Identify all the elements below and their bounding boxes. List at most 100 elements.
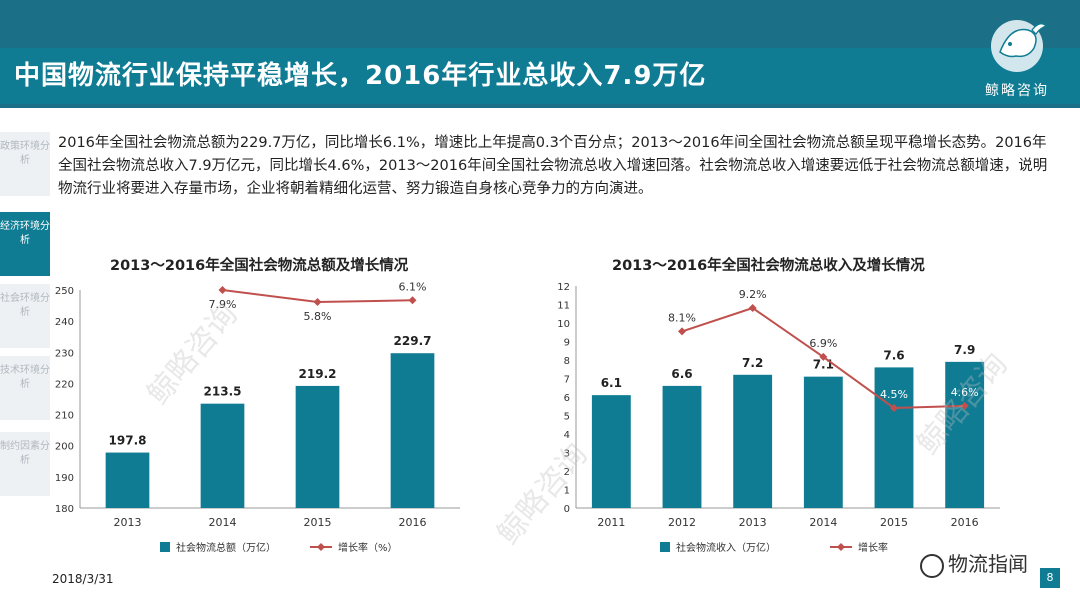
legend-label-bar: 社会物流总额（万亿）: [176, 541, 276, 554]
bar-value-label: 197.8: [109, 434, 147, 448]
growth-label: 9.2%: [739, 288, 767, 301]
growth-label: 6.1%: [399, 280, 427, 293]
chart-right-title: 2013～2016年全国社会物流总收入及增长情况: [612, 258, 925, 274]
growth-point: [890, 404, 898, 412]
brand-text: 物流指闻: [948, 552, 1028, 576]
y-tick-label: 180: [55, 504, 74, 515]
growth-point: [819, 352, 828, 361]
bar: [874, 367, 914, 508]
chart-left-title: 2013～2016年全国社会物流总额及增长情况: [110, 258, 409, 274]
y-tick-label: 0: [564, 504, 570, 515]
bar: [390, 353, 435, 508]
y-tick-label: 7: [564, 375, 570, 386]
x-tick-label: 2015: [304, 516, 332, 529]
legend-label-line: 增长率（%）: [338, 541, 398, 554]
bar-value-label: 213.5: [204, 385, 242, 399]
legend-marker-line: [837, 543, 845, 551]
y-tick-label: 3: [564, 449, 570, 460]
y-tick-label: 1: [564, 486, 570, 497]
x-tick-label: 2013: [114, 516, 142, 529]
bar-value-label: 219.2: [299, 367, 337, 381]
bar: [662, 385, 702, 508]
header-bar: 中国物流行业保持平稳增长，2016年行业总收入7.9万亿 鲸略咨询: [0, 0, 1080, 108]
growth-point: [313, 298, 322, 306]
bar: [591, 395, 631, 508]
brand-watermark: 物流指闻: [920, 548, 1028, 578]
y-tick-label: 8: [564, 356, 570, 367]
sidebar-item-label: 政策环境分析: [0, 141, 50, 166]
logo: 鲸略咨询: [962, 8, 1072, 104]
sidebar-item-economy[interactable]: 经济环境分析: [0, 212, 50, 276]
bar: [803, 376, 843, 508]
page-title: 中国物流行业保持平稳增长，2016年行业总收入7.9万亿: [14, 61, 707, 91]
legend-swatch-bar: [160, 542, 170, 552]
growth-point: [748, 304, 757, 312]
growth-point: [678, 327, 686, 336]
bar: [105, 452, 150, 508]
x-tick-label: 2011: [597, 516, 625, 529]
bar: [733, 374, 773, 508]
bar: [200, 403, 245, 508]
legend-label-bar: 社会物流收入（万亿）: [676, 541, 776, 554]
y-tick-label: 230: [55, 348, 74, 359]
x-tick-label: 2016: [951, 516, 979, 529]
logo-text: 鲸略咨询: [985, 83, 1049, 99]
growth-point: [218, 286, 227, 294]
title-band: [0, 48, 1080, 104]
sidebar-item-label: 经济环境分析: [0, 221, 50, 246]
sidebar-item-society[interactable]: 社会环境分析: [0, 284, 50, 348]
growth-point: [960, 401, 969, 410]
growth-label: 7.9%: [209, 298, 237, 311]
y-tick-label: 10: [557, 319, 570, 330]
y-tick-label: 220: [55, 379, 74, 390]
y-tick-label: 5: [564, 412, 570, 423]
y-tick-label: 12: [557, 282, 570, 293]
x-tick-label: 2015: [880, 516, 908, 529]
footer-date: 2018/3/31: [52, 572, 114, 586]
chart-left: 180 190 200 210 220 230 240 250 197.8 2013 213.5 20…: [55, 280, 460, 554]
x-tick-label: 2012: [668, 516, 696, 529]
wechat-icon: [920, 553, 944, 578]
growth-point: [408, 296, 417, 305]
sidebar-item-label: 社会环境分析: [0, 293, 50, 318]
sidebar-item-policy[interactable]: 政策环境分析: [0, 132, 50, 196]
whale-logo-icon: [991, 20, 1048, 72]
legend-marker-line: [317, 543, 325, 551]
y-tick-label: 200: [55, 442, 74, 453]
bar-value-label: 6.1: [601, 376, 622, 390]
sidebar-item-technology[interactable]: 技术环境分析: [0, 356, 50, 420]
bar: [945, 361, 985, 508]
sidebar-item-label: 制约因素分析: [0, 441, 50, 466]
bar-value-label: 6.6: [671, 367, 692, 381]
summary-paragraph: 2016年全国社会物流总额为229.7万亿，同比增长6.1%，增速比上年提高0.…: [58, 135, 1048, 197]
growth-label: 5.8%: [304, 310, 332, 323]
y-tick-label: 4: [564, 430, 570, 441]
x-tick-label: 2014: [809, 516, 837, 529]
y-tick-label: 190: [55, 473, 74, 484]
growth-label: 6.9%: [809, 337, 837, 350]
legend: 社会物流收入（万亿） 增长率: [660, 541, 888, 554]
bar-value-label: 7.9: [954, 343, 975, 357]
sidebar-item-label: 技术环境分析: [0, 365, 50, 390]
sidebar-item-constraints[interactable]: 制约因素分析: [0, 432, 50, 496]
legend-swatch-bar: [660, 542, 670, 552]
legend-label-line: 增长率: [858, 541, 888, 554]
x-tick-label: 2014: [209, 516, 237, 529]
bar-value-label: 229.7: [394, 334, 432, 348]
y-tick-label: 6: [564, 393, 570, 404]
bar-value-label: 7.6: [883, 348, 904, 362]
x-tick-label: 2013: [739, 516, 767, 529]
chart-right: 01234567891011126.120116.620127.220137.1…: [557, 282, 1000, 554]
y-tick-label: 2: [564, 467, 570, 478]
bar-value-label: 7.2: [742, 356, 763, 370]
growth-label: 8.1%: [668, 311, 696, 324]
bar: [295, 385, 340, 508]
y-tick-label: 210: [55, 411, 74, 422]
page-number: 8: [1040, 568, 1060, 588]
x-tick-label: 2016: [399, 516, 427, 529]
growth-label: 4.6%: [951, 386, 979, 399]
y-tick-label: 9: [564, 338, 570, 349]
y-tick-label: 250: [55, 286, 74, 297]
y-tick-label: 240: [55, 317, 74, 328]
y-tick-label: 11: [557, 301, 570, 312]
